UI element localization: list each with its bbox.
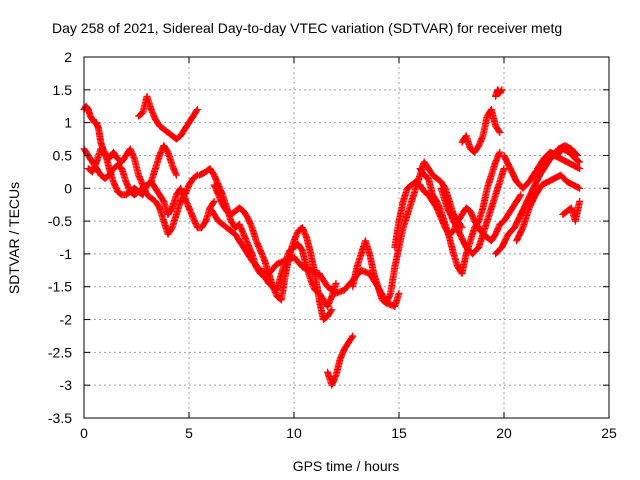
series-track-c [135,92,201,143]
tick-layer: 0 5 10 15 20 25 -3.5 -3 -2.5 -2 -1.5 -1 -0.5 0 0.5 1 1.5… [48,49,617,441]
series-track-q [513,171,584,245]
series-markers [437,165,508,258]
series-markers [349,158,466,307]
x-tick-label: 5 [185,425,193,441]
series-markers [534,145,584,173]
plot-frame [83,56,610,419]
y-tick-label: -2.5 [48,344,72,360]
series-markers [84,142,180,199]
grid-layer [84,57,609,418]
y-tick-label: -3.5 [48,410,72,426]
y-axis-label: SDTVAR / TECUs [6,182,22,294]
series-track-d [84,142,180,199]
y-tick-label: 1 [64,115,72,131]
y-tick-label: -2 [60,312,73,328]
series-markers [324,332,357,389]
y-tick-label: 0 [64,180,72,196]
x-tick-label: 0 [80,425,88,441]
y-tick-label: -3 [60,377,73,393]
y-tick-label: -1.5 [48,279,72,295]
x-axis-label: GPS time / hours [293,458,400,474]
y-tick-label: 1.5 [53,82,73,98]
series-track-l [437,165,508,258]
chart-title: Day 258 of 2021, Sidereal Day-to-day VTE… [52,20,562,36]
series-markers [458,106,504,156]
x-tick-label: 25 [601,425,617,441]
y-tick-label: 0.5 [53,147,73,163]
series-track-k [416,148,504,278]
series-markers [559,197,584,225]
series-track-h [324,332,357,389]
series-markers [416,148,504,278]
y-tick-label: -0.5 [48,213,72,229]
series-track-s [559,197,584,225]
y-tick-label: -1 [60,246,73,262]
series-track-n [492,86,506,100]
series-track-m [458,106,504,156]
series-markers [492,86,506,100]
series-track-r [534,145,584,173]
series-track-f [210,181,336,323]
series-track-i [349,158,466,307]
x-tick-label: 10 [286,425,302,441]
x-tick-label: 20 [496,425,512,441]
data-layer [80,86,584,389]
y-tick-label: 2 [64,49,72,65]
series-markers [210,181,336,323]
series-markers [135,92,201,143]
series-markers [513,171,584,245]
x-tick-label: 15 [391,425,407,441]
